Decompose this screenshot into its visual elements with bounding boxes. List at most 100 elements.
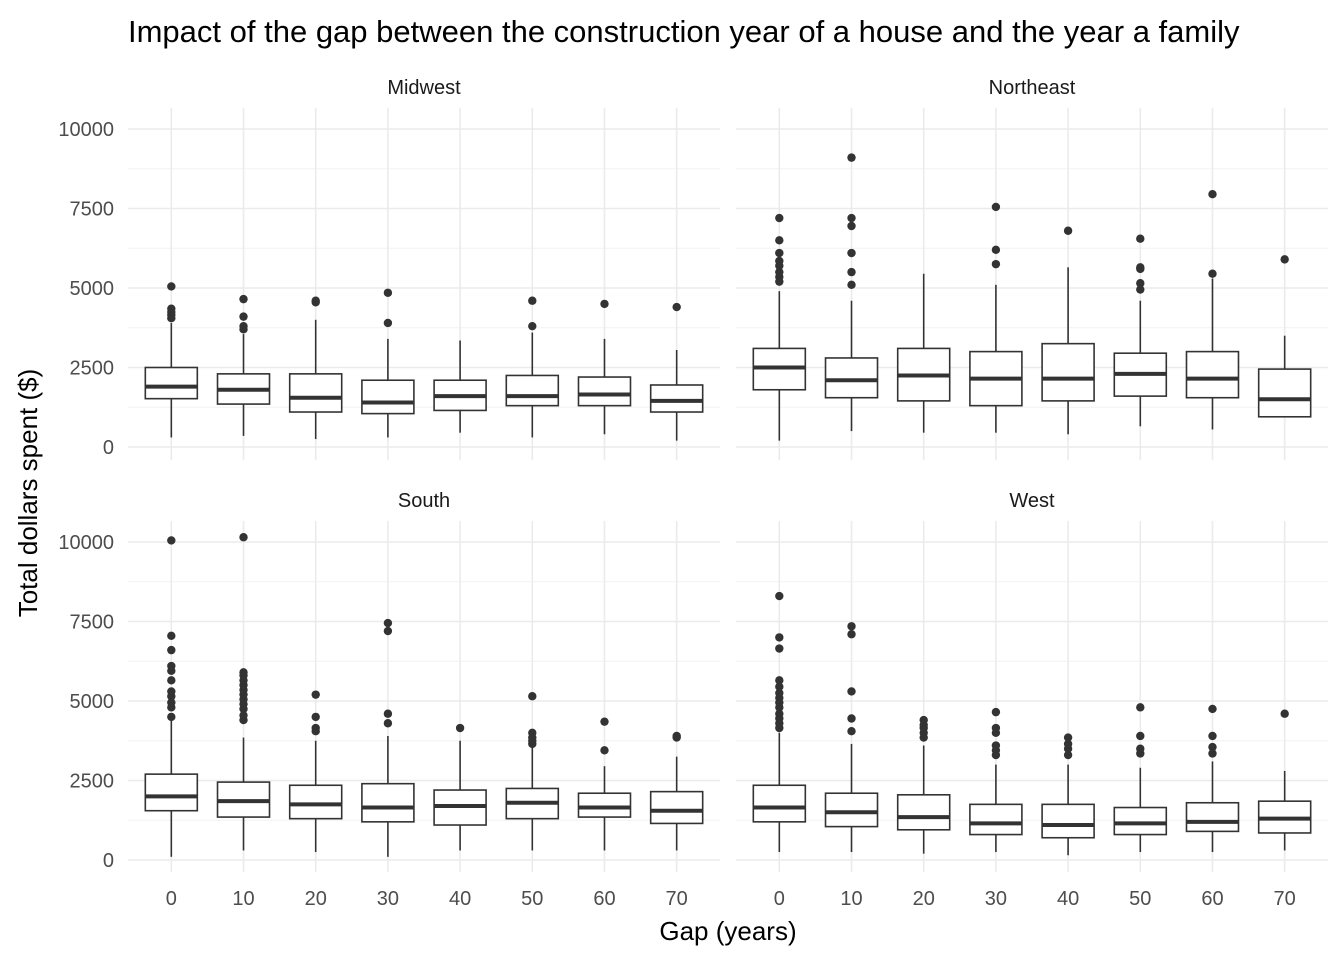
outlier-point [991, 741, 1001, 750]
x-tick-label: 0 [774, 888, 785, 910]
box-iqr [1257, 368, 1312, 418]
boxplot-box [1041, 733, 1095, 856]
facet-strip-label: South [398, 490, 450, 512]
boxplot-box [1113, 703, 1168, 853]
boxplot-box [288, 690, 343, 853]
outlier-point [167, 661, 176, 671]
boxplot-box [505, 692, 560, 851]
x-tick-label: 60 [1201, 888, 1223, 910]
boxplot-box [1185, 189, 1240, 430]
boxplot-box [1041, 226, 1095, 435]
outlier-point [1208, 749, 1217, 758]
outlier-point [311, 690, 320, 699]
outlier-point [239, 312, 248, 321]
box-iqr [505, 374, 560, 407]
boxplot-box [1113, 234, 1168, 427]
box-iqr [824, 792, 879, 828]
y-axis-title: Total dollars spent ($) [13, 369, 43, 618]
boxplot-box [144, 282, 199, 438]
box-iqr [144, 773, 199, 812]
facet-strip-label: Midwest [387, 77, 461, 99]
box-iqr [1041, 342, 1095, 402]
boxplot-box [144, 536, 199, 857]
chart-title: Impact of the gap between the constructi… [128, 14, 1240, 49]
facet-panel-northeast: Northeast [736, 77, 1328, 460]
boxplot-box [1185, 704, 1240, 853]
x-tick-label: 50 [521, 888, 543, 910]
outlier-point [775, 591, 784, 601]
outlier-point [311, 723, 320, 733]
outlier-point [672, 302, 681, 312]
box-iqr [649, 790, 704, 825]
boxplot-box [433, 723, 487, 851]
outlier-point [1136, 703, 1145, 712]
outlier-point [1136, 279, 1145, 288]
boxplot-box [752, 591, 807, 853]
outlier-point [1136, 731, 1145, 741]
outlier-point [775, 633, 784, 642]
x-tick-label: 30 [985, 888, 1007, 910]
x-tick-label: 10 [232, 888, 254, 910]
outlier-point [167, 645, 176, 655]
outlier-point [239, 711, 248, 720]
outlier-point [528, 692, 537, 701]
boxplot-box [216, 533, 271, 851]
outlier-point [1136, 285, 1145, 294]
outlier-point [528, 728, 537, 737]
x-tick-label: 0 [166, 888, 177, 910]
outlier-point [167, 304, 176, 313]
outlier-point [528, 296, 537, 305]
outlier-point [311, 296, 320, 305]
outlier-point [991, 202, 1001, 212]
y-tick-label: 5000 [70, 691, 115, 713]
outlier-point [775, 688, 784, 698]
outlier-point [167, 687, 176, 696]
outlier-point [847, 727, 856, 736]
outlier-point [775, 213, 784, 223]
outlier-point [383, 318, 393, 328]
outlier-point [311, 712, 320, 722]
x-tick-label: 70 [666, 888, 688, 910]
x-tick-label: 10 [840, 888, 862, 910]
boxplot-box [288, 296, 343, 440]
facet-strip-label: Northeast [989, 77, 1076, 99]
facet-panels: Midwest 0 2500 5000 7500 10000 Northeast South 0… [58, 77, 1328, 910]
box-iqr [1041, 803, 1095, 839]
box-iqr [896, 794, 951, 831]
outlier-point [1208, 731, 1217, 741]
outlier-point [847, 153, 856, 162]
y-tick-label: 2500 [70, 358, 115, 380]
outlier-point [775, 676, 784, 685]
x-tick-label: 70 [1274, 888, 1296, 910]
outlier-point [847, 213, 856, 223]
box-iqr [1185, 350, 1240, 399]
x-axis-title: Gap (years) [659, 916, 796, 946]
outlier-point [239, 321, 248, 331]
outlier-point [1136, 234, 1145, 243]
boxplot-box [752, 213, 807, 441]
boxplot-box [969, 202, 1023, 433]
facet-panel-south: South 0 2500 5000 7500 10000 0 10 20 30 40 50 60 70 [58, 490, 720, 910]
outlier-point [991, 707, 1001, 717]
box-iqr [752, 784, 807, 823]
outlier-point [847, 622, 856, 631]
outlier-point [167, 631, 176, 641]
outlier-point [775, 682, 784, 691]
outlier-point [847, 714, 856, 723]
facet-panel-west: West 0 10 20 30 40 50 60 70 [736, 490, 1328, 910]
y-tick-label: 7500 [70, 199, 115, 221]
boxplot-box [824, 153, 879, 432]
y-tick-label: 10000 [58, 532, 114, 554]
outlier-point [167, 536, 176, 545]
boxplot-box [577, 717, 632, 851]
outlier-point [167, 676, 176, 685]
outlier-point [991, 245, 1001, 255]
x-tick-label: 40 [449, 888, 471, 910]
box-iqr [1113, 806, 1168, 836]
outlier-point [600, 746, 609, 755]
y-tick-label: 0 [103, 437, 114, 459]
boxplot-box [969, 707, 1023, 853]
box-iqr [288, 373, 343, 413]
outlier-point [1280, 255, 1289, 264]
